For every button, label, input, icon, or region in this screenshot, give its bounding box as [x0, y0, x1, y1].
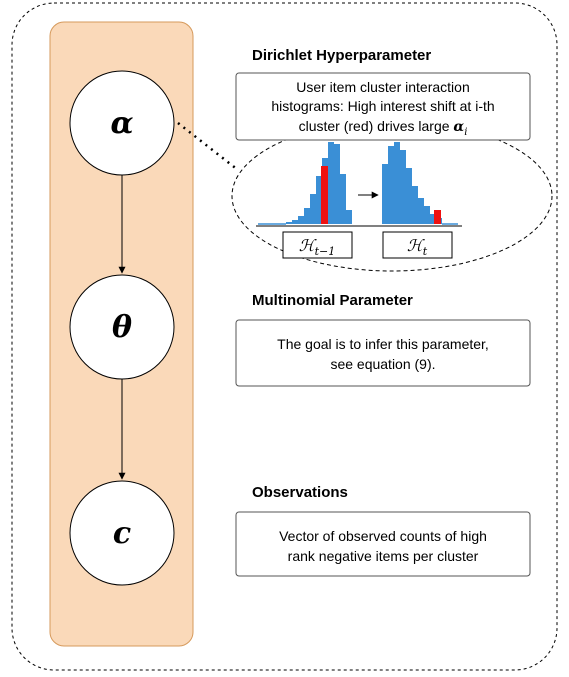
histogram-label: ℋt−1: [299, 236, 335, 258]
math-subscript: t−1: [315, 245, 336, 258]
node: [69, 274, 175, 380]
highlight-bar: [434, 210, 441, 224]
label-box: [282, 231, 353, 259]
section-title: Multinomial Parameter: [252, 292, 413, 309]
math-subscript: i: [464, 127, 467, 138]
section-title: Dirichlet Hyperparameter: [252, 47, 431, 64]
description-line: see equation (9).: [330, 356, 435, 372]
node-label: c: [113, 516, 131, 551]
math-subscript: t: [423, 245, 428, 258]
node: [69, 70, 175, 176]
zoom-ellipse: [231, 120, 553, 272]
label-box: [382, 231, 453, 259]
node-label: θ: [112, 310, 132, 345]
histogram: [382, 142, 442, 224]
text: The goal is to infer this parameter,: [277, 336, 489, 352]
text: histograms: High interest shift at i-th: [271, 98, 494, 114]
text: see equation (9).: [330, 356, 435, 372]
outer-frame: [11, 2, 558, 671]
text-box: [235, 511, 531, 577]
description-line: Vector of observed counts of high: [279, 528, 487, 544]
node: [69, 480, 175, 586]
math-symbol: α: [453, 119, 464, 135]
histogram-label: ℋt: [407, 236, 428, 258]
text: User item cluster interaction: [296, 79, 470, 95]
math-symbol: ℋ: [299, 236, 317, 255]
text-box: [235, 319, 531, 387]
description-line: rank negative items per cluster: [288, 548, 479, 564]
text: rank negative items per cluster: [288, 548, 479, 564]
connector: [177, 122, 239, 171]
histogram: [286, 142, 352, 224]
section-title: Observations: [252, 484, 348, 501]
description-line: cluster (red) drives large αi: [299, 118, 468, 138]
text-box: [235, 72, 531, 141]
description-line: The goal is to infer this parameter,: [277, 336, 489, 352]
description-line: User item cluster interaction: [296, 79, 470, 95]
node-label: α: [110, 106, 133, 141]
description-line: histograms: High interest shift at i-th: [271, 98, 494, 114]
text: cluster (red) drives large: [299, 118, 454, 134]
text: Vector of observed counts of high: [279, 528, 487, 544]
math-symbol: ℋ: [407, 236, 425, 255]
highlight-bar: [321, 166, 328, 224]
